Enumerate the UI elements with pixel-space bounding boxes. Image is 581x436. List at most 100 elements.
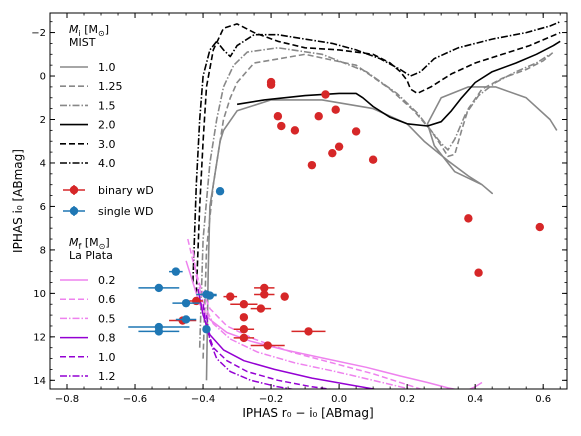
binary-wd-point (239, 313, 249, 322)
single-wd-marker (154, 283, 164, 293)
y-tick-label: 12 (33, 332, 46, 343)
laplata-legend-subtitle: La Plata (69, 249, 113, 262)
mist-track-2 (202, 51, 554, 359)
mist-legend-title: Mi [M⊙] (69, 23, 109, 38)
mist-track-3 (198, 46, 551, 348)
x-tick-label: 0.6 (535, 394, 551, 405)
x-tick-label: 0.2 (399, 394, 415, 405)
mist-track-5 (195, 23, 561, 294)
binary-wd-marker (474, 268, 483, 277)
binary-wd-point (230, 300, 258, 309)
wd-legend-label: binary wD (98, 184, 154, 197)
binary-wd-point (331, 105, 340, 114)
x-axis-label: IPHAS r₀ − i₀ [ABmag] (242, 406, 373, 420)
wd-legend-marker (69, 185, 79, 195)
mist-legend-label: 1.25 (98, 80, 123, 93)
binary-wd-marker (277, 121, 286, 131)
plot-frame (49, 12, 568, 390)
y-tick-label: 2 (40, 115, 46, 126)
binary-wd-point (223, 292, 238, 301)
y-tick-label: 0 (40, 72, 46, 83)
binary-wd-point (351, 127, 361, 136)
binary-wd-point (321, 90, 330, 99)
binary-wd-point (266, 77, 276, 87)
single-wd-marker (215, 187, 225, 196)
laplata-track-3 (192, 249, 415, 389)
x-tick-label: −0.6 (123, 394, 147, 405)
binary-wd-marker (239, 300, 249, 309)
binary-wd-point (307, 160, 317, 170)
binary-wd-point (368, 155, 378, 164)
single-wd-marker (181, 298, 191, 308)
mist-track-4 (236, 40, 561, 127)
laplata-legend-label: 1.0 (98, 351, 116, 364)
mist-track-6 (192, 20, 561, 283)
binary-wd-marker (314, 112, 323, 121)
binary-wd-point (277, 121, 286, 131)
binary-wd-marker (260, 283, 269, 293)
binary-wd-marker (351, 127, 361, 136)
binary-wd-point (233, 325, 255, 334)
binary-wd-point (291, 327, 326, 336)
binary-wd-point (290, 126, 300, 135)
y-tick-label: 14 (33, 376, 46, 387)
single-wd-marker (154, 327, 164, 336)
axis-ticks: −0.8 −0.6 −0.4 −0.2 0.0 0.2 0.4 0.6 −2 0 2 4 6 8 10 12 1… (31, 13, 567, 405)
binary-wd-marker (239, 325, 249, 334)
mist-legend-label: 4.0 (98, 157, 116, 170)
single-wd-point (215, 187, 225, 196)
y-tick-label: 6 (40, 202, 46, 213)
binary-wd-marker (464, 214, 473, 223)
single-wd-point (172, 298, 200, 308)
y-tick-label: 10 (33, 289, 46, 300)
binary-wd-point (273, 112, 283, 121)
binary-wd-point (314, 112, 323, 121)
single-wd-point (203, 291, 217, 300)
binary-wd-point (280, 292, 289, 301)
single-wd-point (138, 283, 180, 293)
binary-wd-marker (280, 292, 289, 301)
binary-wd-point (254, 283, 275, 293)
binary-wd-marker (239, 313, 249, 322)
mist-legend-label: 2.0 (98, 119, 116, 132)
x-tick-label: −0.4 (191, 394, 215, 405)
binary-wd-marker (266, 77, 276, 87)
single-wd-marker (205, 291, 215, 300)
binary-wd-marker (260, 290, 269, 299)
binary-wd-marker (192, 296, 201, 306)
laplata-legend-label: 0.8 (98, 332, 116, 345)
x-tick-label: 0.4 (467, 394, 483, 405)
laplata-track-5 (202, 304, 335, 389)
single-wd-point (202, 325, 211, 334)
binary-wd-marker (273, 112, 283, 121)
laplata-legend-label: 1.2 (98, 370, 116, 383)
binary-wd-marker (304, 327, 313, 336)
x-tick-label: −0.2 (259, 394, 283, 405)
binary-wd-point (254, 290, 275, 299)
binary-wd-marker (307, 160, 317, 170)
binary-wd-marker (256, 304, 266, 313)
binary-wd-marker (239, 333, 249, 343)
binary-wd-point (250, 304, 272, 313)
binary-wd-marker (290, 126, 300, 135)
data-points (128, 77, 544, 350)
mist-track-1 (205, 86, 558, 381)
laplata-legend-title: Mf [M⊙] (69, 236, 110, 251)
binary-wd-marker (263, 341, 272, 350)
laplata-track-6 (205, 315, 297, 389)
binary-wd-point (464, 214, 473, 223)
binary-wd-point (535, 222, 544, 232)
binary-wd-marker (535, 222, 544, 232)
mist-legend-label: 1.0 (98, 61, 116, 74)
binary-wd-marker (321, 90, 330, 99)
laplata-legend-label: 0.5 (98, 312, 116, 325)
x-tick-label: −0.8 (55, 394, 79, 405)
binary-wd-marker (328, 148, 337, 158)
binary-wd-marker (368, 155, 378, 164)
single-wd-marker (181, 315, 191, 324)
x-tick-label: 0.0 (331, 394, 347, 405)
laplata-legend-label: 0.6 (98, 293, 116, 306)
binary-wd-point (328, 148, 337, 158)
